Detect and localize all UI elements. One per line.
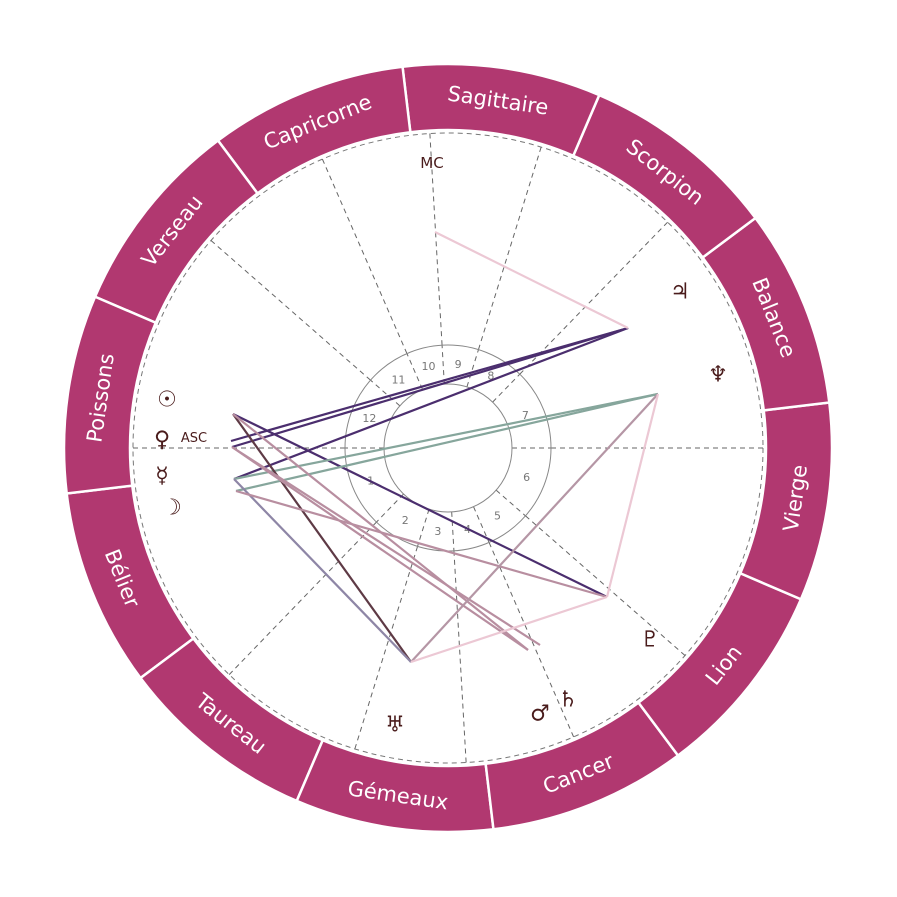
aspect-line-mercury-jupiter bbox=[233, 326, 629, 481]
aspect-line-venus-mars bbox=[231, 446, 529, 651]
neptune-icon: ♆ bbox=[708, 363, 728, 388]
aspect-line-venus-jupiter bbox=[231, 326, 629, 449]
house-number: 5 bbox=[494, 509, 501, 522]
asc-label: ASC bbox=[181, 431, 207, 446]
house-number: 3 bbox=[434, 525, 441, 538]
house-cusp-inner bbox=[451, 511, 455, 551]
house-cusp-inner bbox=[473, 506, 490, 543]
house-cusp-inner bbox=[406, 353, 423, 390]
aspect-line-sun-pluto bbox=[232, 413, 608, 598]
house-number: 11 bbox=[391, 374, 405, 387]
saturn-icon: ♄ bbox=[558, 688, 578, 713]
house-cusp-line bbox=[525, 515, 686, 656]
house-number: 9 bbox=[455, 358, 462, 371]
aspect-line-uranus-neptune bbox=[410, 393, 659, 663]
jupiter-icon: ♃ bbox=[670, 280, 690, 305]
aspect-line-sun-uranus bbox=[232, 413, 412, 663]
mars-icon: ♂ bbox=[530, 702, 550, 727]
aspect-line-uranus-pluto bbox=[410, 595, 608, 664]
house-cusp-line bbox=[228, 521, 377, 675]
mc-label: MC bbox=[420, 154, 443, 172]
uranus-icon: ♅ bbox=[385, 713, 405, 738]
house-number: 7 bbox=[522, 409, 529, 422]
mercury-icon: ☿ bbox=[155, 464, 169, 489]
house-cusp-line bbox=[477, 146, 542, 350]
aspect-lines bbox=[230, 231, 660, 664]
house-number: 6 bbox=[523, 471, 530, 484]
aspect-line-venus-saturn bbox=[231, 446, 541, 646]
house-number: 8 bbox=[487, 369, 494, 382]
pluto-icon: ♇ bbox=[640, 628, 660, 653]
aspect-line-moon-neptune bbox=[235, 392, 659, 493]
house-cusp-inner bbox=[376, 493, 404, 523]
aspect-line-mercury-uranus bbox=[233, 478, 412, 663]
aspect-line-moon-pluto bbox=[235, 489, 608, 599]
house-cusp-inner bbox=[492, 373, 521, 403]
moon-icon: ☽ bbox=[162, 496, 182, 521]
venus-icon: ♀ bbox=[154, 428, 170, 453]
sun-icon: ☉ bbox=[157, 388, 177, 413]
house-inner-circle bbox=[383, 383, 513, 513]
house-number: 12 bbox=[362, 412, 376, 425]
house-cusp-line bbox=[210, 240, 371, 381]
aspect-line-mercury-neptune bbox=[233, 392, 659, 481]
sign-segment bbox=[62, 295, 158, 495]
house-cusp-inner bbox=[441, 345, 445, 385]
house-cusp-inner bbox=[370, 379, 401, 407]
house-cusp-inner bbox=[495, 489, 526, 517]
house-cusp-line bbox=[321, 158, 408, 354]
aspect-line-mc-jupiter bbox=[434, 231, 629, 329]
house-cusp-inner bbox=[417, 508, 430, 547]
house-number: 2 bbox=[402, 514, 409, 527]
house-cusp-inner bbox=[466, 349, 479, 388]
house-cusp-line bbox=[453, 550, 467, 763]
planet-glyphs: ☉ ♀ ☿ ☽ ♃ ♆ ♇ ♂ ♄ ♅ bbox=[154, 280, 728, 738]
house-number: 10 bbox=[422, 360, 436, 373]
aspect-line-pluto-neptune bbox=[605, 393, 660, 598]
house-cusps: 123456789101112 bbox=[133, 133, 763, 763]
